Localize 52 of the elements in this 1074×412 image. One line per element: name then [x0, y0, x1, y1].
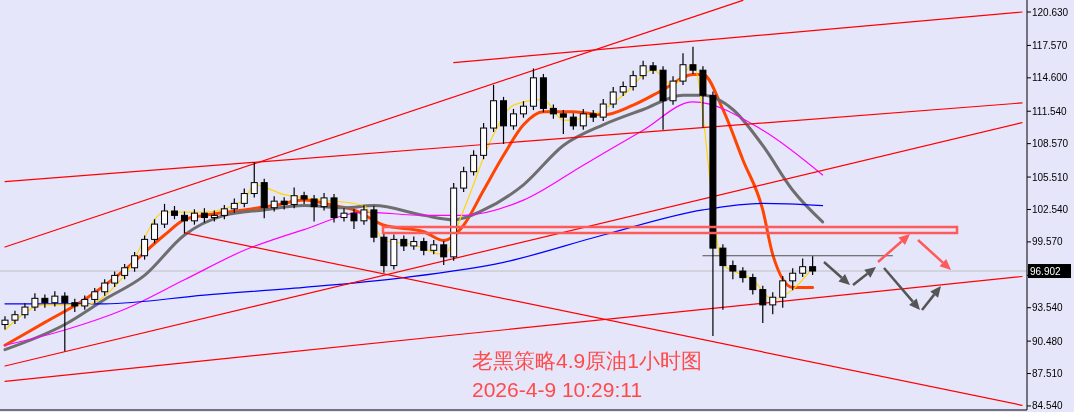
candlestick: [749, 273, 757, 295]
candlestick: [599, 99, 607, 121]
candlestick: [1, 316, 9, 330]
candlestick: [290, 187, 298, 209]
candlestick: [559, 109, 567, 135]
candlestick: [769, 292, 777, 315]
y-tick-label: 105.510: [1032, 171, 1069, 183]
candlestick: [759, 285, 767, 323]
candlestick: [340, 208, 348, 222]
candlestick: [460, 166, 468, 192]
candlestick: [510, 108, 517, 130]
candlestick: [609, 87, 617, 108]
candlestick: [61, 292, 69, 352]
candlestick: [789, 268, 797, 291]
candlestick: [180, 211, 188, 234]
candlestick: [350, 209, 358, 230]
candlestick: [629, 70, 637, 91]
candlestick: [679, 53, 687, 85]
candlestick: [330, 194, 338, 223]
candlestick: [470, 150, 478, 176]
y-tick-label: 120.630: [1032, 6, 1069, 18]
y-tick-label: 102.540: [1032, 203, 1069, 215]
candlestick: [41, 294, 49, 308]
candlestick: [250, 162, 258, 198]
y-tick-label: 93.540: [1032, 302, 1064, 314]
candlestick: [719, 244, 727, 310]
candlestick: [440, 240, 448, 266]
candlestick: [141, 235, 149, 260]
candlestick: [729, 260, 737, 280]
text: 老黑策略4.9原油1小时图: [472, 349, 702, 372]
line-series: [4, 202, 824, 305]
y-tick-label: 90.480: [1032, 335, 1064, 347]
candlestick: [161, 203, 169, 228]
candlestick: [689, 46, 697, 75]
candlestick: [649, 61, 657, 75]
candlestick: [779, 275, 787, 308]
candlestick: [310, 195, 318, 222]
y-tick-label: 114.600: [1032, 72, 1068, 84]
y-tick-label: 99.570: [1032, 236, 1064, 248]
y-tick-label: 111.540: [1032, 105, 1068, 117]
ref-line-label: 96.902: [1030, 265, 1062, 277]
candlestick: [131, 251, 139, 272]
text: 2026-4-9 10:29:11: [472, 378, 643, 401]
y-tick-label: 108.570: [1032, 138, 1069, 150]
candlestick: [300, 191, 308, 204]
y-tick-label: 87.510: [1032, 368, 1064, 380]
candlestick: [669, 76, 677, 105]
y-tick-label: 84.540: [1032, 400, 1064, 412]
candlestick: [360, 204, 368, 225]
y-tick-label: 117.570: [1032, 39, 1068, 51]
candlestick: [579, 108, 587, 130]
candlestick: [151, 219, 159, 244]
